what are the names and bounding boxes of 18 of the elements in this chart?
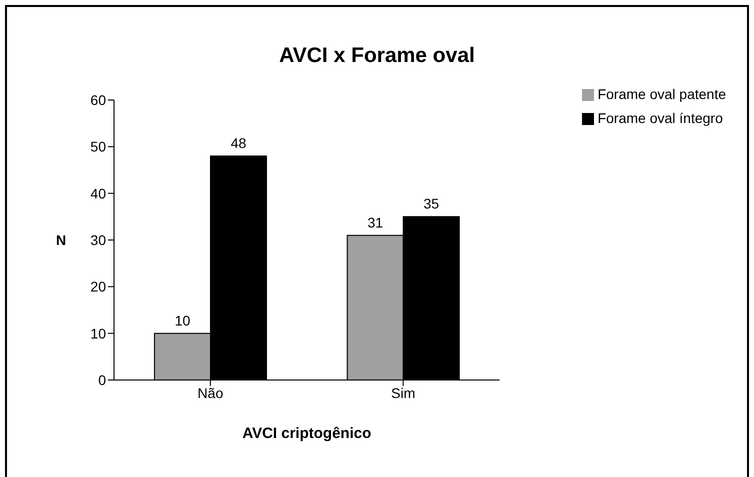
chart-title: AVCI x Forame oval <box>278 44 476 68</box>
y-tick-label: 0 <box>98 372 106 388</box>
x-tick-label: Sim <box>391 384 416 401</box>
x-axis-title: AVCI criptogênico <box>242 425 372 442</box>
data-label: 10 <box>174 312 190 328</box>
x-tick-label: Não <box>198 384 224 401</box>
y-tick-label: 60 <box>90 92 106 108</box>
data-label: 35 <box>423 196 440 212</box>
data-label: 31 <box>367 214 384 230</box>
legend-label: Forame oval patente <box>598 86 726 102</box>
y-tick-label: 20 <box>90 278 106 295</box>
legend-label: Forame oval íntegro <box>598 110 723 126</box>
data-label: 48 <box>230 135 246 151</box>
y-axis-title: N <box>56 232 66 248</box>
y-tick-label: 50 <box>90 138 106 155</box>
y-tick-label: 10 <box>90 325 106 342</box>
y-tick-label: 40 <box>90 185 106 202</box>
y-tick-label: 30 <box>90 232 106 248</box>
